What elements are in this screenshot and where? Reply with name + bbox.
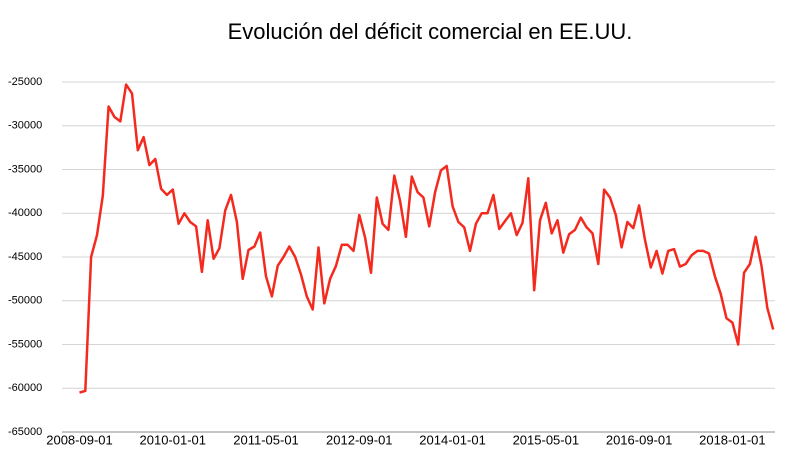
x-tick-label: 2010-01-01: [140, 432, 207, 447]
x-tick-label: 2008-09-01: [46, 432, 113, 447]
y-tick-label: -40000: [8, 207, 42, 219]
x-tick-label: 2018-01-01: [699, 432, 766, 447]
x-tick-label: 2012-09-01: [326, 432, 393, 447]
y-tick-label: -30000: [8, 120, 42, 132]
data-line: [79, 83, 775, 394]
x-tick-label: 2015-05-01: [513, 432, 580, 447]
y-tick-label: -50000: [8, 295, 42, 307]
x-tick-label: 2011-05-01: [233, 432, 299, 447]
x-tick-label: 2014-01-01: [419, 432, 486, 447]
y-tick-label: -55000: [8, 338, 42, 350]
y-tick-label: -45000: [8, 251, 42, 263]
y-tick-label: -25000: [8, 76, 42, 88]
chart-title: Evolución del déficit comercial en EE.UU…: [228, 19, 633, 44]
x-tick-label: 2016-09-01: [606, 432, 673, 447]
y-tick-label: -35000: [8, 163, 42, 175]
y-tick-label: -60000: [8, 382, 42, 394]
y-tick-label: -65000: [8, 426, 42, 438]
